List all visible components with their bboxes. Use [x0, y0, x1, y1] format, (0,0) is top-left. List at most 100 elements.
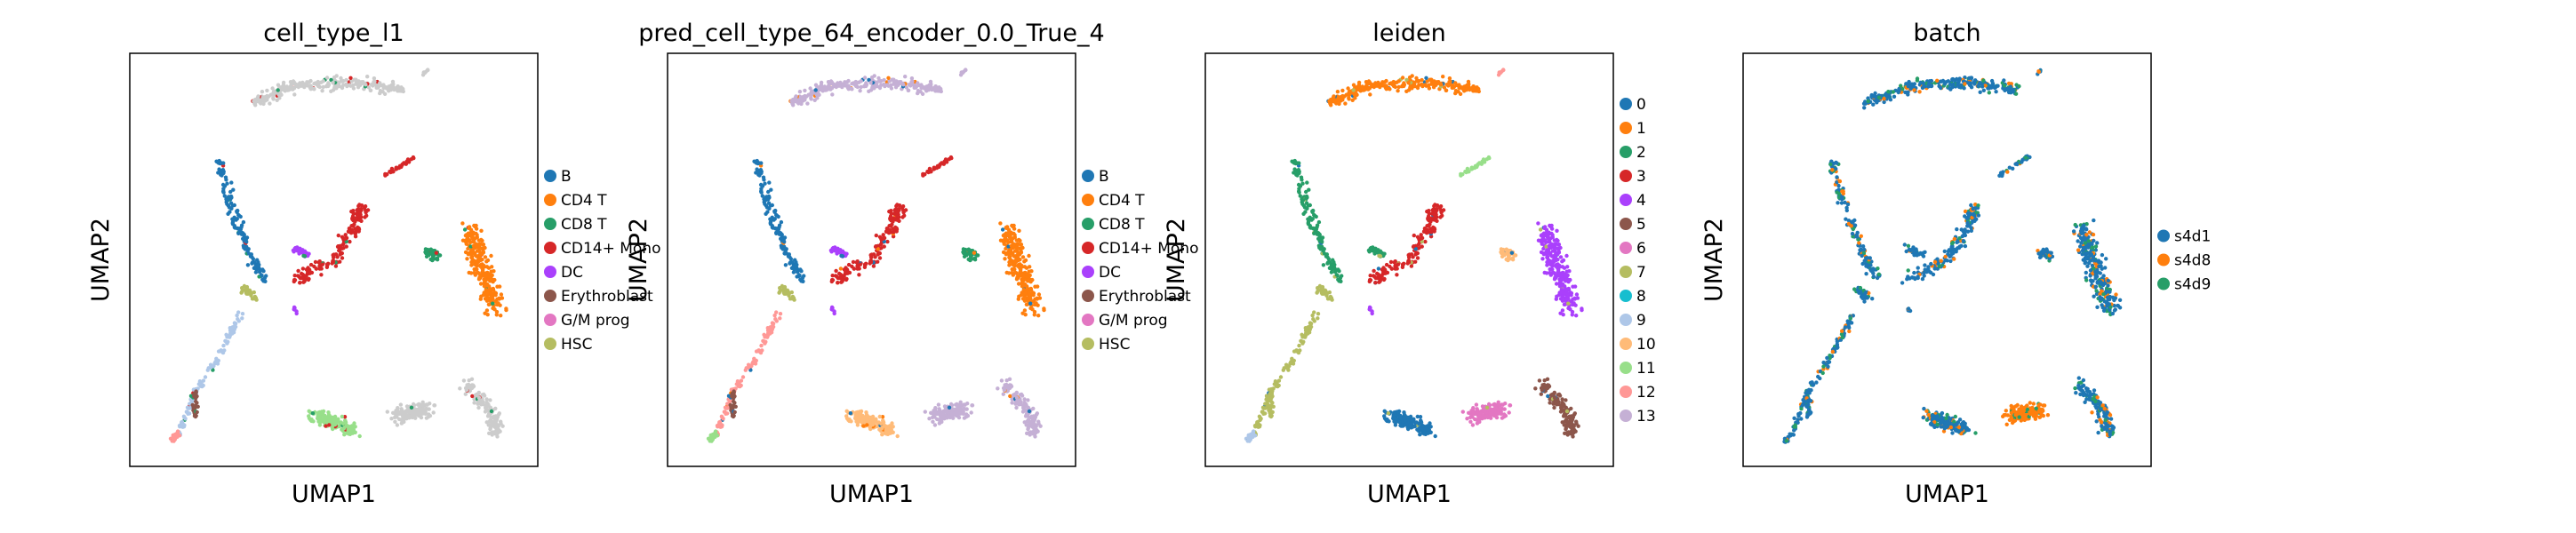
x-axis-label: UMAP1 [1367, 481, 1452, 508]
scatter-point [1033, 284, 1037, 289]
scatter-point [332, 422, 338, 427]
scatter-point [1396, 409, 1402, 414]
scatter-point [1436, 80, 1441, 84]
scatter-point [406, 410, 412, 414]
scatter-point [844, 277, 849, 282]
scatter-point [1335, 267, 1340, 273]
scatter-point [1433, 218, 1437, 222]
scatter-point [1502, 253, 1507, 258]
scatter-point [479, 228, 484, 233]
scatter-point [1033, 302, 1037, 307]
scatter-point [245, 263, 251, 267]
scatter-point [1299, 175, 1304, 179]
scatter-point [838, 266, 844, 271]
scatter-point [802, 274, 806, 278]
scatter-point [812, 98, 817, 103]
scatter-point [332, 76, 337, 80]
scatter-point [1570, 313, 1575, 317]
scatter-point [884, 427, 888, 432]
scatter-point [1022, 308, 1028, 313]
scatter-point [340, 414, 344, 419]
scatter-point [1002, 233, 1007, 237]
scatter-point [342, 415, 348, 419]
scatter-point [334, 86, 339, 91]
scatter-point [713, 429, 718, 434]
scatter-point [428, 402, 432, 406]
scatter-point [868, 81, 873, 85]
scatter-point [1438, 215, 1443, 219]
legend-label: CD8 T [561, 216, 607, 234]
scatter-point [1398, 414, 1403, 418]
scatter-point [1571, 434, 1575, 439]
scatter-point [432, 403, 436, 408]
scatter-point [473, 253, 478, 258]
scatter-point [484, 308, 490, 313]
scatter-point [870, 422, 876, 427]
scatter-point [485, 402, 490, 406]
scatter-point [864, 81, 868, 85]
scatter-point [930, 87, 934, 92]
legend-marker [1620, 218, 1632, 230]
scatter-point [1506, 258, 1510, 263]
scatter-point [474, 231, 478, 236]
scatter-point [1990, 81, 1996, 86]
plot-frame [1204, 52, 1614, 467]
scatter-point [965, 402, 970, 406]
scatter-point [340, 251, 344, 256]
scatter-point [876, 259, 880, 264]
scatter-point [969, 410, 973, 415]
scatter-point [959, 70, 964, 75]
scatter-point [1022, 282, 1028, 287]
scatter-point [296, 268, 300, 274]
scatter-point [281, 80, 286, 85]
scatter-point [1468, 419, 1473, 424]
scatter-point [1552, 238, 1557, 243]
scatter-point [926, 170, 931, 175]
scatter-point [824, 88, 829, 92]
scatter-point [485, 258, 491, 263]
scatter-point [289, 83, 293, 88]
scatter-point [225, 181, 229, 186]
scatter-point [1268, 414, 1274, 419]
scatter-point [307, 416, 312, 421]
scatter-point [767, 206, 772, 211]
scatter-point [253, 270, 259, 274]
scatter-point [1481, 157, 1486, 162]
scatter-point [495, 415, 500, 419]
legend-label: 12 [1636, 384, 1656, 402]
legend-label: G/M prog [1099, 312, 1168, 330]
scatter-point [901, 210, 906, 215]
scatter-point [1548, 393, 1554, 397]
scatter-point [888, 427, 892, 433]
scatter-point [276, 88, 280, 92]
panel-title: batch [1913, 20, 1980, 47]
scatter-point [351, 86, 356, 91]
scatter-point [308, 262, 314, 267]
scatter-point [1332, 99, 1337, 104]
legend-label: CD4 T [561, 192, 607, 210]
scatter-point [1574, 314, 1579, 318]
scatter-point [1533, 386, 1538, 391]
scatter-point [492, 307, 497, 312]
scatter-point [1558, 255, 1564, 259]
scatter-point [228, 196, 233, 201]
scatter-point [1304, 201, 1309, 205]
scatter-point [241, 236, 245, 241]
scatter-point [304, 83, 308, 87]
scatter-point [830, 274, 835, 278]
scatter-point [215, 362, 220, 366]
scatter-point [171, 433, 175, 438]
scatter-point [779, 219, 784, 225]
scatter-point [331, 81, 335, 85]
scatter-point [1554, 273, 1558, 277]
scatter-point [1554, 282, 1559, 286]
scatter-point [1393, 259, 1397, 264]
scatter-point [1310, 209, 1315, 213]
scatter-point [221, 343, 226, 348]
scatter-point [1015, 255, 1020, 260]
scatter-point [1402, 81, 1406, 85]
scatter-point [940, 417, 944, 422]
scatter-point [1014, 405, 1019, 410]
scatter-point [1404, 77, 1409, 83]
